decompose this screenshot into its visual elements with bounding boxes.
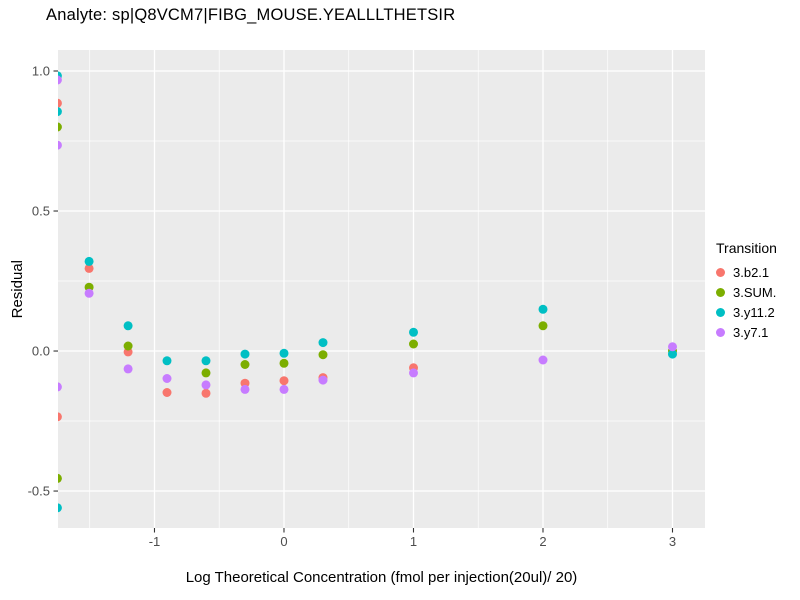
legend-label: 3.b2.1: [733, 264, 770, 280]
x-axis-title: Log Theoretical Concentration (fmol per …: [185, 569, 578, 586]
x-tick-label: 3: [669, 534, 676, 549]
data-point-3.y7.1: [409, 368, 418, 378]
legend-item-3.y7.1: 3.y7.1: [716, 322, 777, 342]
chart-title: Analyte: sp|Q8VCM7|FIBG_MOUSE.YEALLLTHET…: [46, 6, 456, 24]
data-point-3.b2.1: [201, 388, 211, 398]
x-tick-label: 1: [410, 534, 417, 549]
legend-item-3.SUM.: 3.SUM.: [716, 282, 777, 302]
data-point-3.y7.1: [162, 374, 172, 383]
data-point-3.y11.2: [668, 349, 677, 359]
x-tick-label: 0: [280, 534, 287, 549]
data-point-3.y7.1: [201, 380, 211, 390]
panel-background: [58, 50, 705, 528]
legend: Transition 3.b2.1 3.SUM. 3.y11.2 3.y7.1: [716, 240, 777, 342]
legend-key-dot-icon: [716, 267, 725, 277]
legend-label: 3.y7.1: [733, 324, 769, 340]
data-point-3.SUM.: [279, 358, 289, 368]
data-point-3.b2.1: [240, 378, 250, 388]
data-point-3.SUM.: [201, 368, 211, 378]
data-point-3.y7.1: [58, 140, 62, 150]
data-point-3.y11.2: [123, 321, 133, 331]
data-point-3.y11.2: [162, 356, 172, 366]
legend-key-dot-icon: [716, 287, 725, 297]
data-point-3.y11.2: [279, 348, 289, 358]
data-point-3.SUM.: [240, 360, 250, 369]
y-axis-title-wrap: Residual: [6, 50, 28, 528]
data-point-3.SUM.: [58, 122, 62, 132]
y-tick-label: 1.0: [32, 64, 50, 79]
data-point-3.y7.1: [318, 375, 328, 385]
data-points-layer: [58, 71, 677, 513]
data-point-3.y7.1: [538, 355, 548, 365]
data-point-3.y11.2: [240, 349, 250, 359]
data-point-3.y11.2: [409, 327, 418, 337]
data-point-3.y7.1: [240, 384, 250, 394]
data-point-3.y7.1: [123, 364, 133, 374]
data-point-3.y11.2: [318, 338, 328, 348]
y-tick-label: -0.5: [28, 484, 50, 499]
data-point-3.b2.1: [58, 98, 62, 108]
data-point-3.y11.2: [84, 256, 94, 266]
y-tick-label: 0.0: [32, 344, 50, 359]
data-point-3.SUM.: [409, 339, 418, 349]
data-point-3.y7.1: [58, 75, 62, 85]
data-point-3.y7.1: [58, 382, 62, 392]
data-point-3.b2.1: [162, 388, 172, 397]
y-tick-label: 0.5: [32, 204, 50, 219]
data-point-3.y7.1: [279, 384, 289, 394]
data-point-3.SUM.: [318, 350, 328, 360]
data-point-3.b2.1: [58, 412, 62, 422]
legend-items: 3.b2.1 3.SUM. 3.y11.2 3.y7.1: [716, 262, 777, 342]
data-point-3.b2.1: [84, 263, 94, 273]
data-point-3.y11.2: [201, 356, 211, 366]
x-tick-label: -1: [149, 534, 161, 549]
data-point-3.b2.1: [279, 376, 289, 386]
data-point-3.y7.1: [84, 288, 94, 298]
legend-title: Transition: [716, 240, 777, 256]
data-point-3.y11.2: [538, 304, 548, 314]
legend-item-3.b2.1: 3.b2.1: [716, 262, 777, 282]
data-point-3.y11.2: [58, 503, 62, 513]
legend-key-dot-icon: [716, 327, 725, 337]
legend-item-3.y11.2: 3.y11.2: [716, 302, 777, 322]
legend-label: 3.y11.2: [733, 304, 775, 320]
legend-label: 3.SUM.: [733, 284, 777, 300]
legend-key-dot-icon: [716, 307, 725, 317]
data-point-3.SUM.: [58, 473, 62, 483]
y-axis-title: Residual: [8, 259, 26, 319]
x-tick-label: 2: [539, 534, 546, 549]
data-point-3.SUM.: [538, 321, 548, 331]
data-point-3.SUM.: [123, 341, 133, 351]
data-point-3.y11.2: [58, 107, 62, 117]
data-point-3.y7.1: [668, 342, 677, 352]
